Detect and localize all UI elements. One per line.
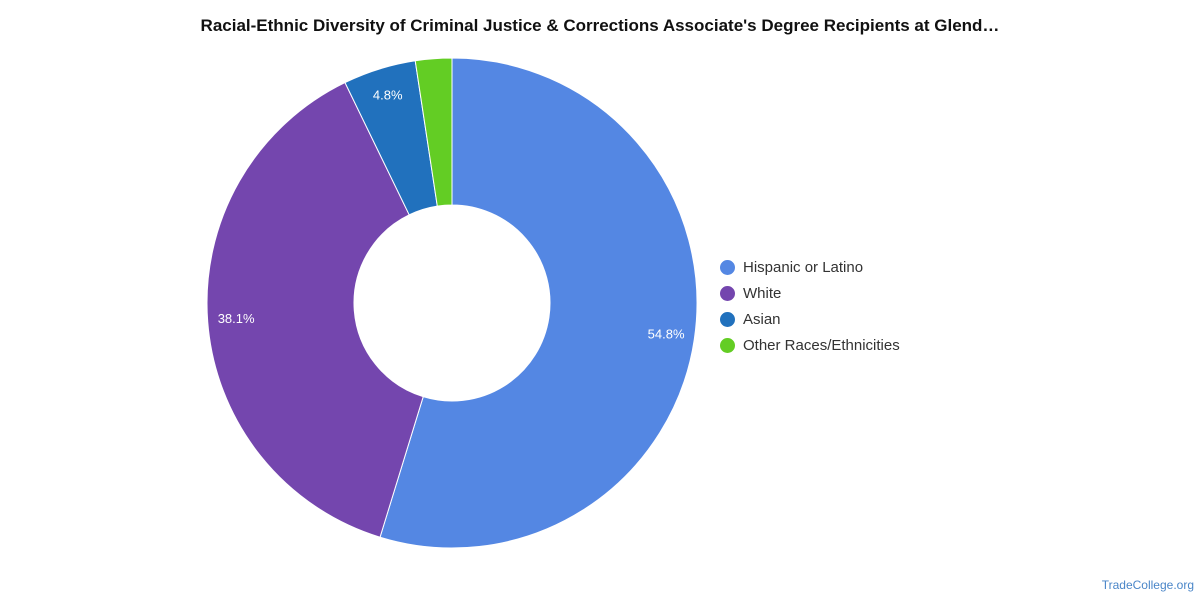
data-label-white: 38.1% [218, 311, 255, 326]
data-label-asian: 4.8% [373, 88, 403, 103]
legend: Hispanic or Latino White Asian Other Rac… [720, 254, 900, 358]
legend-item-white[interactable]: White [720, 280, 900, 306]
legend-swatch [720, 311, 735, 327]
slice-white[interactable] [206, 81, 424, 538]
donut-slices [206, 57, 698, 549]
source-credit[interactable]: TradeCollege.org [1101, 578, 1194, 592]
legend-swatch [720, 285, 735, 301]
legend-label: Asian [743, 310, 781, 328]
donut-labels: 54.8% 38.1% 4.8% [218, 88, 685, 342]
legend-label: Other Races/Ethnicities [743, 336, 900, 354]
data-label-hispanic-or-latino: 54.8% [648, 327, 685, 342]
legend-item-other-races-ethnicities[interactable]: Other Races/Ethnicities [720, 332, 900, 358]
chart-title: Racial-Ethnic Diversity of Criminal Just… [200, 16, 1000, 35]
legend-swatch [720, 259, 735, 275]
legend-label: White [743, 284, 782, 302]
legend-item-asian[interactable]: Asian [720, 306, 900, 332]
legend-item-hispanic-or-latino[interactable]: Hispanic or Latino [720, 254, 900, 280]
legend-label: Hispanic or Latino [743, 258, 864, 276]
slice-other-races-ethnicities[interactable] [414, 57, 453, 207]
slice-hispanic-or-latino[interactable] [379, 57, 698, 549]
legend-swatch [720, 337, 735, 353]
